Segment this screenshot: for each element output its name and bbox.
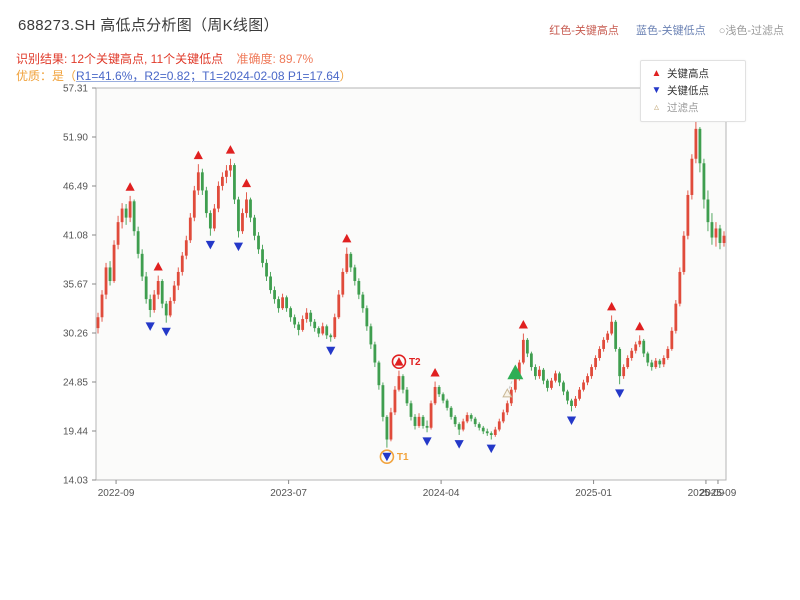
svg-text:2022-09: 2022-09 <box>98 488 135 499</box>
key-low-marker <box>382 452 392 462</box>
svg-text:46.49: 46.49 <box>63 182 88 193</box>
legend-label-low: 关键低点 <box>667 85 709 97</box>
x-axis: 2022-09 2023-07 2024-04 2025-01 2025-092025-… <box>98 480 737 499</box>
t2-circle <box>391 354 407 369</box>
key-low-marker <box>422 437 432 446</box>
legend-label-high: 关键高点 <box>667 68 709 80</box>
accuracy-value: 准确度: 89.7% <box>236 52 314 66</box>
svg-text:24.85: 24.85 <box>63 378 88 389</box>
key-low-marker <box>486 444 496 454</box>
svg-text:51.90: 51.90 <box>63 133 88 144</box>
candlestick-chart: 57.31 51.90 46.49 41.08 35.67 30.26 24.85 19.44… <box>63 84 737 500</box>
color-legend-low: 蓝色-关键低点 <box>635 25 706 37</box>
legend-label-filtered: 过滤点 <box>667 102 699 114</box>
key-high-marker <box>635 321 645 331</box>
key-low-marker <box>161 327 171 337</box>
key-high-marker <box>430 367 440 377</box>
key-high-marker <box>193 150 203 160</box>
key-high-marker <box>241 178 252 188</box>
key-low-marker <box>615 389 625 398</box>
key-low-marker <box>454 440 464 449</box>
svg-text:57.31: 57.31 <box>63 84 88 95</box>
legend-item-key-high: ▲ 关键高点 <box>649 65 737 82</box>
key-high-marker <box>342 233 352 243</box>
legend-item-filtered: ▵ 过滤点 <box>649 99 737 116</box>
svg-text:2023-07: 2023-07 <box>270 488 307 499</box>
filter-entry-link <box>506 372 516 394</box>
color-legend-high: 红色-关键高点 <box>549 25 619 37</box>
quality-detail: R1=41.6%，R2=0.82；T1=2024-02-08 P1=17.64 <box>76 69 340 83</box>
recognition-summary: 识别结果: 12个关键高点, 11个关键低点 <box>16 52 224 66</box>
key-low-triangle-icon: ▼ <box>651 85 662 96</box>
key-low-marker <box>566 416 577 426</box>
quality-prefix: 优质：是（ <box>16 69 77 83</box>
key-high-marker <box>394 357 404 366</box>
quality-suffix: ） <box>339 69 352 83</box>
quality-line: 优质：是（R1=41.6%，R2=0.82；T1=2024-02-08 P1=1… <box>16 67 352 84</box>
entry-marker <box>507 364 524 380</box>
svg-text:35.67: 35.67 <box>63 280 88 291</box>
svg-text:2025-01: 2025-01 <box>575 488 612 499</box>
t1-label: T1 <box>397 452 409 463</box>
plot-area <box>95 87 727 481</box>
key-low-marker <box>145 322 155 331</box>
chart-legend: ▲ 关键高点 ▼ 关键低点 ▵ 过滤点 <box>640 60 746 122</box>
key-high-marker <box>153 261 163 271</box>
svg-text:19.44: 19.44 <box>63 427 88 438</box>
color-legend-filter: ○浅色-过滤点 <box>718 25 784 37</box>
color-legend: 红色-关键高点 蓝色-关键低点 ○浅色-过滤点 <box>549 22 784 38</box>
key-high-triangle-icon: ▲ <box>651 68 662 79</box>
recognition-result: 识别结果: 12个关键高点, 11个关键低点 准确度: 89.7% <box>16 50 313 67</box>
key-low-marker <box>326 346 336 356</box>
svg-text:2025-09: 2025-09 <box>688 488 725 499</box>
t2-label: T2 <box>409 357 421 368</box>
svg-text:2024-04: 2024-04 <box>423 488 460 499</box>
svg-text:14.03: 14.03 <box>63 476 88 487</box>
key-point-markers <box>125 108 701 462</box>
legend-item-key-low: ▼ 关键低点 <box>649 82 737 99</box>
key-low-marker <box>205 240 215 250</box>
key-low-marker <box>233 242 244 252</box>
svg-text:2025-09: 2025-09 <box>700 488 737 499</box>
key-high-marker <box>125 182 135 191</box>
svg-text:41.08: 41.08 <box>63 231 88 242</box>
key-high-marker <box>225 145 236 154</box>
filtered-point-marker <box>502 388 513 398</box>
key-high-marker <box>607 301 617 311</box>
y-axis: 57.31 51.90 46.49 41.08 35.67 30.26 24.85 19.44… <box>63 84 96 487</box>
page-title: 688273.SH 高低点分析图（周K线图） <box>18 17 279 34</box>
key-high-marker <box>518 319 528 329</box>
filtered-triangle-icon: ▵ <box>653 102 660 113</box>
t1-circle <box>379 449 395 464</box>
svg-text:30.26: 30.26 <box>63 329 88 340</box>
